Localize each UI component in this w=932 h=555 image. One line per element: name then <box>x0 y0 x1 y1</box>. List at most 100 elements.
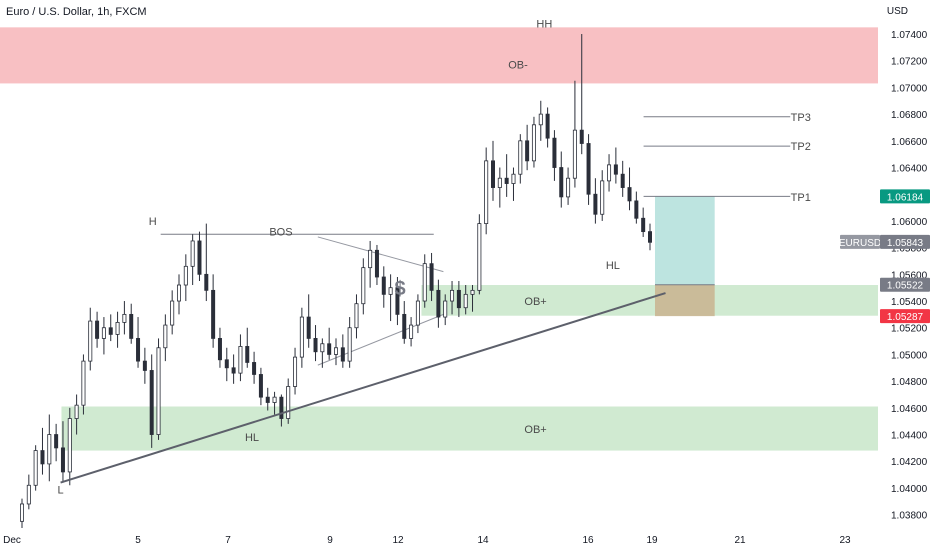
x-tick-label: Dec <box>3 535 21 546</box>
price-label-box <box>880 234 930 249</box>
annotation-label: HL <box>606 260 620 272</box>
y-tick-label: 1.05800 <box>891 244 928 255</box>
candle-body <box>361 267 366 305</box>
candle-body <box>74 404 79 419</box>
candle-body <box>217 338 222 361</box>
candle-body <box>320 343 325 353</box>
candle-body <box>600 180 605 215</box>
candle-body <box>19 503 24 522</box>
candle-body <box>299 316 304 358</box>
candle-body <box>648 231 653 243</box>
zone-1 <box>421 285 878 316</box>
annotation-label: H <box>149 216 157 228</box>
annotation-label: OB+ <box>524 296 546 308</box>
y-tick-label: 1.07200 <box>891 57 928 68</box>
x-tick-label: 14 <box>477 535 489 546</box>
price-label-text: 1.05843 <box>887 238 924 249</box>
wedge-top-line <box>317 236 444 273</box>
candle-body <box>368 249 373 269</box>
candle-body <box>470 289 475 295</box>
candle-body <box>204 273 209 291</box>
y-tick-label: 1.07400 <box>891 30 928 41</box>
candle-body <box>409 324 414 339</box>
y-tick-label: 1.06600 <box>891 137 928 148</box>
x-tick-label: 16 <box>582 535 594 546</box>
candle-body <box>566 177 571 198</box>
candle-body <box>538 113 543 126</box>
candle-body <box>258 374 263 398</box>
y-tick-label: 1.05200 <box>891 324 928 335</box>
candle-body <box>422 263 427 302</box>
candle-body <box>497 177 502 188</box>
candle-body <box>47 434 52 465</box>
candle-body <box>163 324 168 349</box>
candle-body <box>436 289 441 318</box>
candle-body <box>129 313 134 339</box>
candle-body <box>252 362 257 375</box>
annotation-label: HL <box>245 432 259 444</box>
wedge-bottom-line <box>317 313 444 366</box>
candle-body <box>504 177 509 184</box>
price-label-text: 1.06184 <box>887 192 924 203</box>
candle-body <box>634 200 639 219</box>
zone-0 <box>0 27 878 84</box>
candle-body <box>170 300 175 326</box>
annotation-label: TP2 <box>791 141 811 153</box>
price-label-text: 1.05287 <box>887 312 924 323</box>
y-tick-label: 1.05600 <box>891 270 928 281</box>
annotation-label: BOS <box>269 227 292 239</box>
candle-body <box>142 360 147 371</box>
candle-body <box>347 327 352 362</box>
candle-body <box>402 313 407 339</box>
candle-body <box>306 316 311 339</box>
y-tick-label: 1.05000 <box>891 350 928 361</box>
candle-body <box>67 418 72 473</box>
candle-body <box>593 193 598 215</box>
chart-title: Euro / U.S. Dollar, 1h, FXCM <box>6 6 147 18</box>
candle-body <box>293 356 298 387</box>
candle-body <box>327 343 332 355</box>
y-tick-label: 1.04400 <box>891 431 928 442</box>
candle-body <box>238 346 243 374</box>
y-tick-label: 1.07000 <box>891 83 928 94</box>
candle-body <box>395 287 400 315</box>
candle-body <box>613 164 618 175</box>
candle-body <box>525 140 530 162</box>
candle-body <box>190 240 195 267</box>
candle-body <box>40 450 45 465</box>
candle-body <box>518 140 523 175</box>
candle-body <box>552 137 557 168</box>
x-tick-label: 12 <box>392 535 404 546</box>
y-tick-label: 1.06800 <box>891 110 928 121</box>
x-tick-label: 5 <box>135 535 141 546</box>
candle-body <box>641 217 646 233</box>
risk-zone <box>654 284 715 317</box>
candle-body <box>33 450 38 486</box>
y-tick-label: 1.04600 <box>891 404 928 415</box>
candle-body <box>381 276 386 295</box>
candle-body <box>101 327 106 339</box>
candle-body <box>429 263 434 291</box>
candle-body <box>586 143 591 195</box>
candle-body <box>231 367 236 374</box>
currency-label: USD <box>886 6 908 17</box>
candle-body <box>333 347 338 355</box>
annotation-label: OB- <box>508 60 528 72</box>
annotation-label: TP1 <box>791 192 811 204</box>
candle-body <box>272 396 277 403</box>
candle-body <box>477 223 482 291</box>
candle-body <box>176 284 181 302</box>
x-tick-label: 7 <box>225 535 231 546</box>
x-tick-label: 21 <box>734 535 746 546</box>
candle-body <box>108 327 113 335</box>
candle-body <box>511 173 516 184</box>
candle-body <box>559 167 564 198</box>
profit-zone <box>654 196 715 285</box>
y-tick-label: 1.03800 <box>891 511 928 522</box>
candle-body <box>156 347 161 435</box>
y-tick-label: 1.04800 <box>891 377 928 388</box>
candle-body <box>95 320 100 339</box>
candle-body <box>279 396 284 419</box>
